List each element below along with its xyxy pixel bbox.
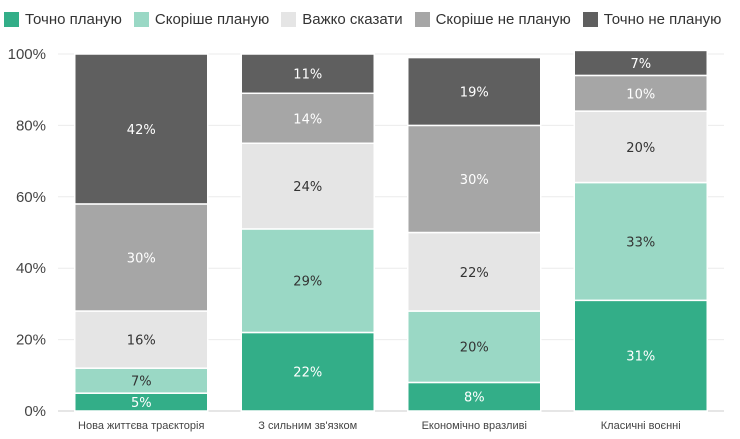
legend-item: Точно планую (4, 11, 122, 28)
data-label: 20% (626, 141, 655, 156)
data-label: 20% (460, 341, 489, 356)
y-tick-label: 60% (16, 189, 46, 206)
legend-label: Скоріше не планую (435, 10, 571, 28)
y-tick-label: 80% (16, 117, 46, 134)
legend-swatch (582, 11, 598, 27)
y-tick-label: 40% (16, 260, 46, 277)
data-label: 22% (460, 266, 489, 281)
data-label: 30% (127, 251, 156, 266)
legend-swatch (4, 11, 19, 27)
legend-swatch (133, 11, 149, 27)
data-label: 30% (460, 173, 489, 188)
x-category-label: З сильним зв'язком (258, 420, 357, 432)
bar-segment (240, 228, 375, 334)
legend-item: Важко сказати (281, 10, 403, 28)
data-label: 14% (293, 112, 322, 127)
bar-segment (74, 53, 209, 205)
data-label: 11% (293, 68, 322, 83)
data-label: 8% (464, 391, 485, 406)
bar-segment (407, 310, 542, 384)
legend-label: Скоріше планую (154, 10, 270, 28)
data-label: 22% (293, 366, 322, 381)
data-label: 24% (293, 180, 322, 195)
y-tick-label: 100% (8, 46, 46, 63)
legend-swatch (414, 11, 430, 27)
bar-segment (573, 110, 708, 184)
legend-label: Точно планую (25, 10, 122, 28)
data-label: 19% (460, 85, 489, 100)
data-label: 10% (626, 87, 655, 102)
bar-segment (573, 181, 708, 302)
data-label: 42% (127, 123, 156, 138)
bar-segment (407, 381, 542, 412)
x-category-label: Економічно вразливі (422, 420, 527, 432)
data-label: 16% (127, 334, 156, 349)
bar-segment (407, 56, 542, 127)
bar-segment (407, 124, 542, 234)
bar-segment (573, 299, 708, 412)
data-label: 33% (626, 235, 655, 250)
legend-swatch (281, 11, 297, 27)
bar-segment (573, 49, 708, 77)
x-category-label: Нова життєва траєкторія (78, 420, 204, 432)
bar-segment (407, 231, 542, 312)
legend: Точно планую Скоріше планую Важко сказати С… (4, 2, 721, 36)
data-label: 31% (626, 350, 655, 365)
data-label: 5% (131, 396, 152, 411)
data-label: 7% (630, 57, 651, 72)
y-tick-label: 20% (16, 332, 46, 349)
bar-segment (240, 53, 375, 95)
legend-label: Точно не планую (603, 10, 722, 28)
bar-segment (74, 203, 209, 312)
legend-item: Скоріше не планую (414, 10, 571, 28)
y-tick-label: 0% (24, 403, 46, 420)
legend-item: Скоріше планую (133, 10, 270, 28)
bar-segment (240, 92, 375, 144)
bar-segment (240, 142, 375, 230)
data-label: 7% (131, 375, 152, 390)
bar-segment (74, 310, 209, 369)
legend-label: Важко сказати (302, 10, 403, 28)
data-label: 29% (293, 275, 322, 290)
legend-item: Точно не планую (582, 10, 722, 28)
x-category-label: Класичні воєнні (601, 420, 681, 432)
